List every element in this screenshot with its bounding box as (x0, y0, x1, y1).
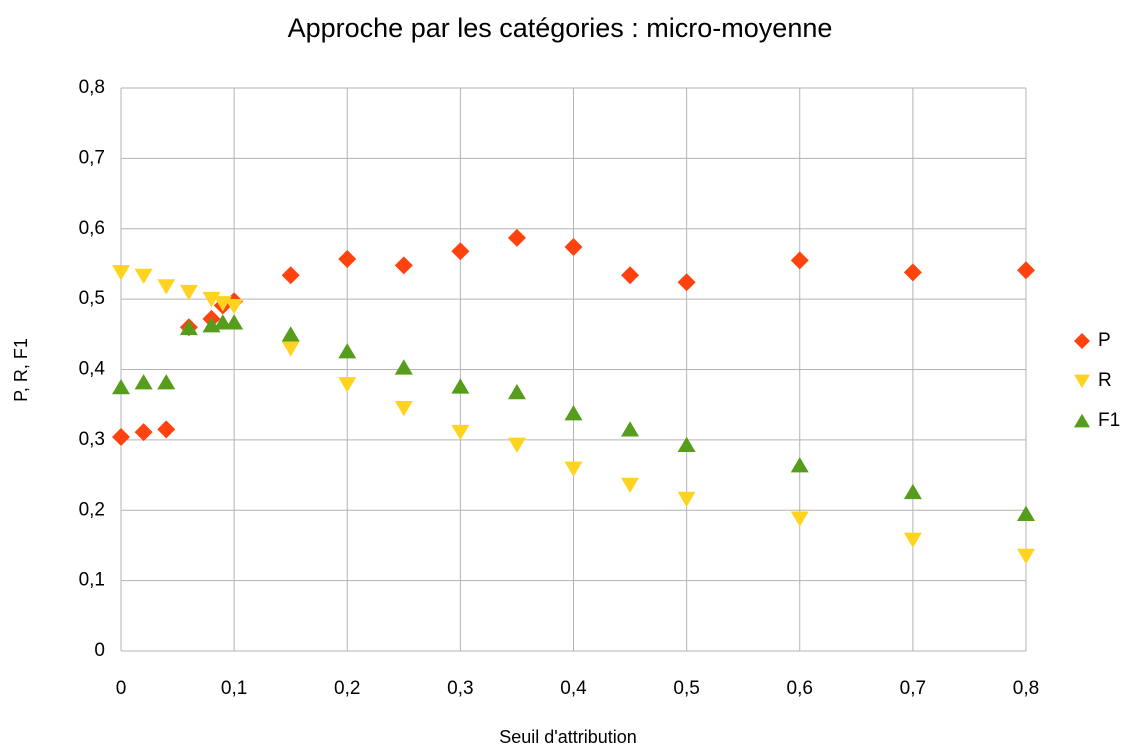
y-tick-label: 0,6 (79, 218, 105, 239)
point (112, 265, 130, 281)
point (394, 401, 413, 417)
point (564, 461, 583, 477)
point (790, 251, 809, 270)
point (677, 491, 696, 508)
point (225, 298, 244, 315)
y-tick-label: 0,2 (79, 499, 105, 520)
point (507, 437, 526, 453)
x-tick-label: 0 (116, 678, 127, 699)
x-tick-label: 0,1 (221, 678, 247, 699)
point (202, 291, 221, 308)
x-tick-label: 0,8 (1013, 678, 1039, 699)
point (338, 343, 357, 359)
legend-marker (1074, 333, 1090, 349)
y-axis-label: P, R, F1 (11, 338, 31, 402)
point (157, 420, 176, 439)
point (677, 273, 696, 292)
point (677, 436, 696, 453)
point (564, 238, 583, 257)
point (1017, 261, 1035, 280)
point (134, 374, 153, 390)
point (451, 242, 470, 261)
point (507, 228, 526, 247)
point (134, 268, 153, 285)
point (179, 284, 198, 301)
y-tick-label: 0,5 (79, 288, 105, 309)
point (903, 532, 922, 548)
point (564, 405, 583, 421)
point (451, 378, 470, 394)
point (281, 326, 300, 342)
point (621, 477, 640, 494)
legend-label: P (1098, 330, 1111, 351)
x-tick-label: 0,5 (673, 678, 699, 699)
legend-label: R (1098, 370, 1112, 391)
point (1017, 505, 1035, 521)
x-tick-label: 0,3 (447, 678, 473, 699)
point (394, 359, 413, 375)
point (903, 263, 922, 282)
point (157, 279, 176, 295)
y-tick-label: 0,4 (79, 359, 106, 380)
x-tick-label: 0,2 (334, 678, 360, 699)
chart-title: Approche par les catégories : micro-moye… (288, 13, 833, 43)
y-tick-label: 0,7 (79, 147, 105, 168)
point (112, 378, 130, 395)
point (903, 483, 922, 500)
x-tick-label: 0,4 (560, 678, 587, 699)
legend-label: F1 (1098, 410, 1120, 431)
legend-marker (1074, 374, 1090, 389)
point (451, 424, 470, 441)
point (790, 511, 809, 527)
x-axis-label: Seuil d'attribution (499, 727, 637, 747)
x-tick-label: 0,7 (900, 678, 926, 699)
x-tick-label: 0,6 (787, 678, 813, 699)
y-tick-label: 0 (94, 640, 105, 661)
point (281, 266, 300, 285)
point (157, 374, 176, 390)
point (225, 314, 244, 330)
legend-marker (1074, 413, 1090, 428)
point (394, 256, 413, 275)
point (179, 319, 198, 336)
point (1017, 548, 1035, 565)
point (134, 423, 153, 442)
point (621, 421, 640, 437)
point (338, 250, 357, 269)
point (507, 383, 526, 400)
point (790, 457, 809, 473)
point (338, 377, 357, 393)
point (213, 314, 232, 330)
y-tick-label: 0,3 (79, 429, 105, 450)
point (281, 341, 300, 357)
point (112, 428, 130, 447)
point (621, 266, 640, 285)
y-tick-label: 0,1 (79, 570, 105, 591)
y-tick-label: 0,8 (79, 77, 105, 98)
